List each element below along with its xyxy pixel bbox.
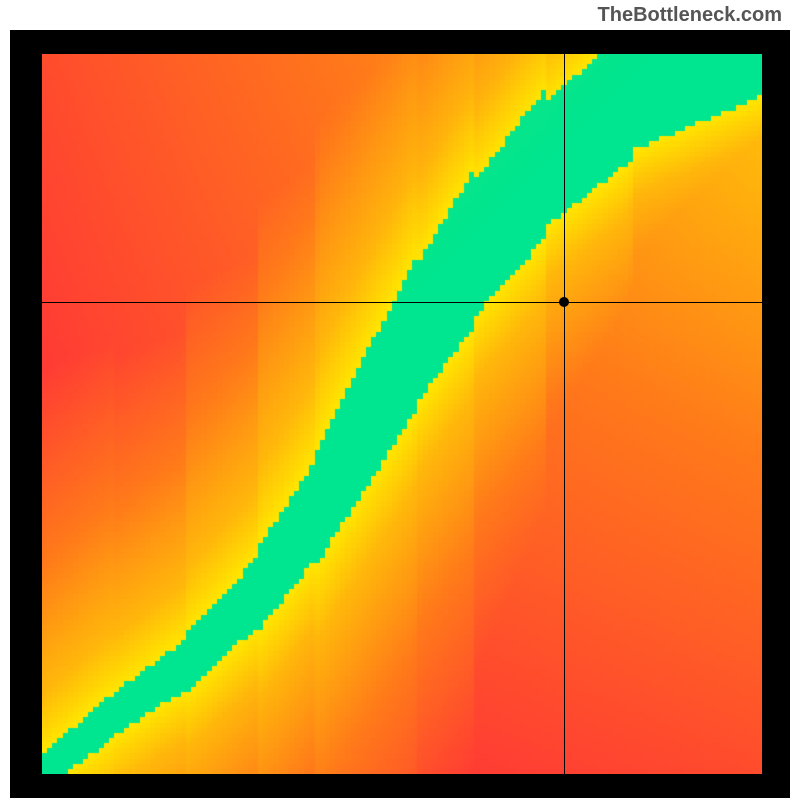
crosshair-marker [559, 297, 569, 307]
plot-outer-frame [10, 30, 790, 798]
heatmap-canvas [42, 54, 762, 774]
crosshair-horizontal [42, 302, 762, 303]
crosshair-vertical [564, 54, 565, 774]
figure-container: TheBottleneck.com [0, 0, 800, 800]
watermark-text: TheBottleneck.com [598, 4, 782, 27]
